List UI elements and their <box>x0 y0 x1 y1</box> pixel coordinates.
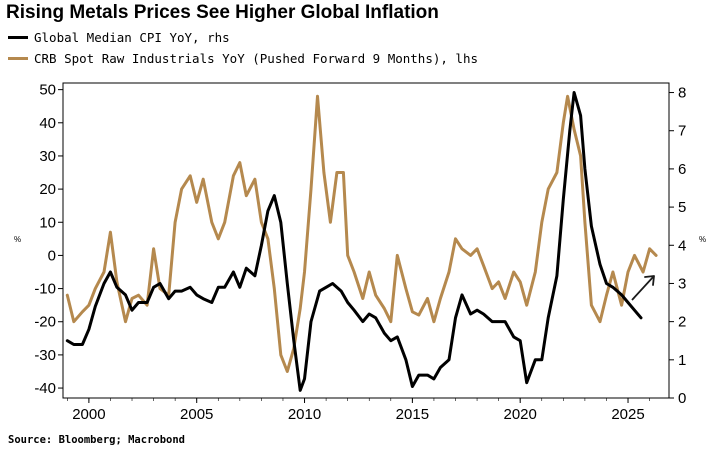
legend-label-cpi: Global Median CPI YoY, rhs <box>34 30 230 45</box>
x-axis-tick-label: 2000 <box>72 406 105 423</box>
left-axis-tick-label: -30 <box>34 347 56 364</box>
x-axis-tick-label: 2025 <box>611 406 644 423</box>
right-axis-tick-label: 2 <box>678 314 686 331</box>
series-line-cpi <box>65 91 643 392</box>
legend-swatch-crb <box>8 57 28 60</box>
x-axis-tick-label: 2010 <box>288 406 321 423</box>
left-axis-tick-label: 50 <box>39 82 56 99</box>
right-axis-tick-label: 1 <box>678 352 686 369</box>
left-axis-tick-label: 20 <box>39 181 56 198</box>
chart-title: Rising Metals Prices See Higher Global I… <box>6 2 439 23</box>
left-axis-tick-label: 30 <box>39 148 56 165</box>
legend-item-crb: CRB Spot Raw Industrials YoY (Pushed For… <box>8 51 478 66</box>
legend-swatch-cpi <box>8 36 28 39</box>
arrow-annotation-head <box>644 275 655 286</box>
right-axis-tick-label: 6 <box>678 161 686 178</box>
right-axis-tick-label: 5 <box>678 199 686 216</box>
x-axis-tick-label: 2005 <box>180 406 213 423</box>
right-axis-unit: % <box>699 235 706 244</box>
left-axis-tick-label: 0 <box>48 247 56 264</box>
left-axis-tick-label: -10 <box>34 281 56 298</box>
x-axis-tick-label: 2015 <box>396 406 429 423</box>
right-axis-tick-label: 8 <box>678 85 686 102</box>
left-axis-tick-label: -40 <box>34 380 56 397</box>
source-note: Source: Bloomberg; Macrobond <box>8 434 186 446</box>
left-axis-tick-label: -20 <box>34 314 56 331</box>
right-axis-tick-label: 0 <box>678 390 686 407</box>
left-axis-tick-label: 10 <box>39 214 56 231</box>
left-axis-unit: % <box>14 235 21 244</box>
x-axis-tick-label: 2020 <box>504 406 537 423</box>
legend-label-crb: CRB Spot Raw Industrials YoY (Pushed For… <box>34 51 479 66</box>
series-line-crb <box>65 94 658 373</box>
right-axis-tick-label: 4 <box>678 237 686 254</box>
arrow-annotation-shaft <box>631 275 655 301</box>
right-axis-tick-label: 7 <box>678 123 686 140</box>
plot-frame <box>62 82 670 399</box>
legend-item-cpi: Global Median CPI YoY, rhs <box>8 30 230 45</box>
left-axis-tick-label: 40 <box>39 115 56 132</box>
right-axis-tick-label: 3 <box>678 275 686 292</box>
